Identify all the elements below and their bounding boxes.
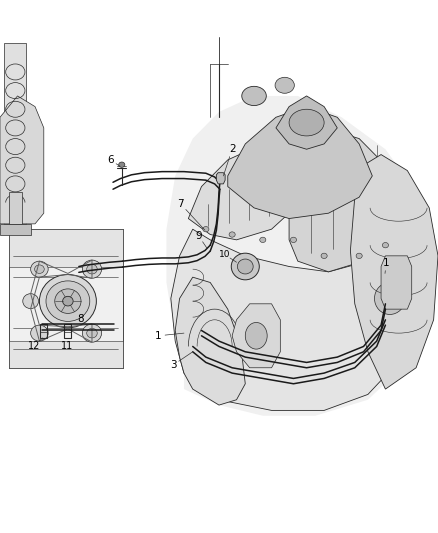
Text: 7: 7 [177, 199, 184, 209]
Polygon shape [4, 43, 26, 224]
Ellipse shape [63, 296, 73, 306]
Ellipse shape [245, 322, 267, 349]
Polygon shape [232, 304, 280, 368]
Polygon shape [9, 341, 123, 368]
Ellipse shape [55, 289, 81, 313]
Polygon shape [364, 261, 416, 341]
Ellipse shape [203, 227, 209, 232]
Text: 3: 3 [170, 360, 177, 370]
Ellipse shape [39, 274, 96, 328]
Polygon shape [9, 229, 123, 368]
Polygon shape [175, 277, 245, 405]
Text: 8: 8 [77, 314, 84, 324]
Polygon shape [188, 144, 289, 240]
Polygon shape [166, 96, 429, 416]
Ellipse shape [46, 281, 90, 321]
Text: 1: 1 [155, 331, 162, 341]
Polygon shape [9, 229, 123, 266]
Text: 9: 9 [195, 231, 202, 240]
Ellipse shape [82, 260, 102, 278]
Polygon shape [350, 155, 438, 389]
Ellipse shape [275, 77, 294, 93]
Ellipse shape [242, 86, 266, 106]
Ellipse shape [356, 253, 362, 259]
Polygon shape [381, 256, 412, 309]
Ellipse shape [82, 324, 102, 342]
Text: 2: 2 [229, 144, 236, 154]
Ellipse shape [290, 237, 297, 243]
Ellipse shape [260, 237, 266, 243]
Text: 11: 11 [61, 342, 73, 351]
Text: 10: 10 [219, 250, 230, 259]
Ellipse shape [229, 232, 235, 237]
Polygon shape [0, 224, 31, 235]
Ellipse shape [321, 253, 327, 259]
Text: 1: 1 [383, 258, 390, 268]
Ellipse shape [23, 294, 39, 309]
Ellipse shape [237, 259, 253, 274]
Ellipse shape [31, 261, 48, 277]
Polygon shape [0, 96, 44, 224]
Ellipse shape [87, 264, 97, 274]
Polygon shape [216, 173, 225, 184]
Ellipse shape [119, 162, 125, 167]
Polygon shape [228, 107, 372, 219]
Ellipse shape [31, 325, 48, 341]
Polygon shape [289, 128, 399, 272]
Ellipse shape [289, 109, 324, 136]
Polygon shape [9, 192, 22, 224]
Ellipse shape [87, 328, 97, 338]
Ellipse shape [231, 253, 259, 280]
Ellipse shape [382, 243, 389, 248]
Polygon shape [276, 96, 337, 149]
Polygon shape [171, 229, 412, 410]
Ellipse shape [35, 265, 44, 273]
Text: 12: 12 [28, 342, 40, 351]
Text: 6: 6 [107, 155, 114, 165]
Ellipse shape [374, 282, 405, 314]
